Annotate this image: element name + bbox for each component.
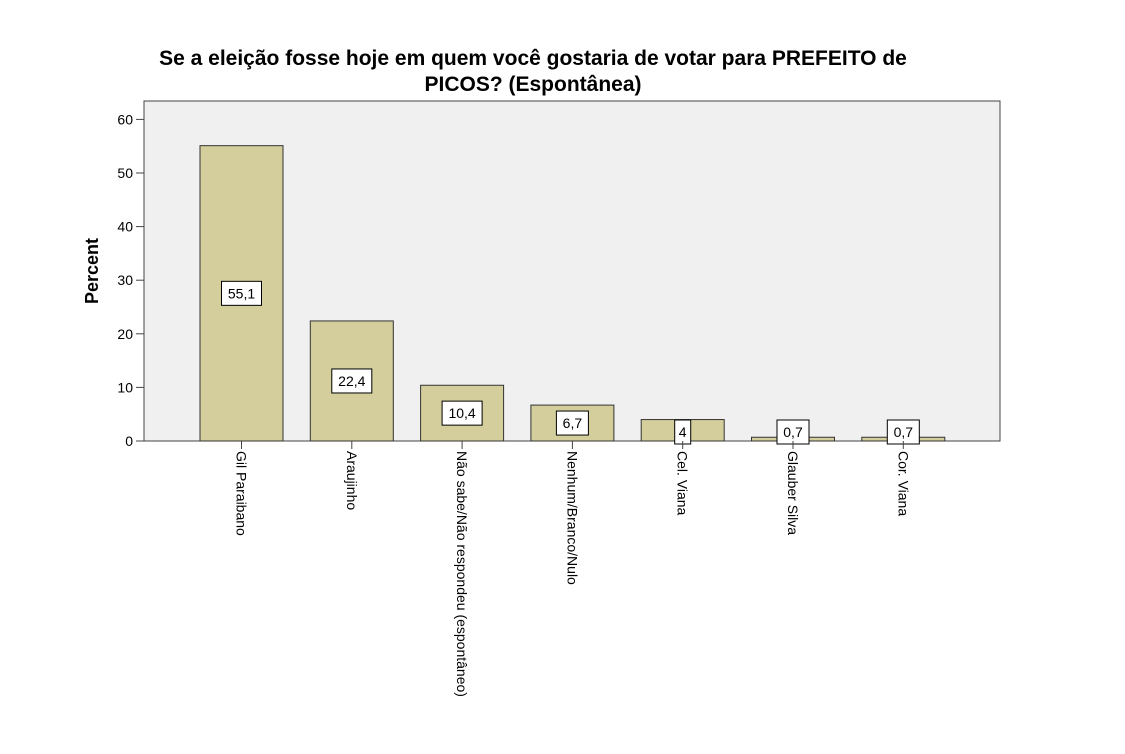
- chart-title-line2: PICOS? (Espontânea): [424, 73, 641, 96]
- y-tick-label: 40: [117, 219, 133, 235]
- x-tick-label: Cor. Viana: [895, 451, 911, 516]
- data-label: 22,4: [338, 373, 365, 389]
- data-label: 6,7: [563, 415, 583, 431]
- data-label: 0,7: [894, 424, 914, 440]
- data-label: 10,4: [448, 405, 475, 421]
- y-tick-label: 50: [117, 165, 133, 181]
- data-label: 4: [679, 424, 687, 440]
- x-tick-label: Gil Paraibano: [234, 451, 250, 536]
- y-tick-label: 30: [117, 272, 133, 288]
- chart-title-line1: Se a eleição fosse hoje em quem você gos…: [159, 47, 907, 70]
- y-tick-label: 10: [117, 379, 133, 395]
- y-tick-label: 20: [117, 326, 133, 342]
- y-tick-label: 0: [125, 433, 133, 449]
- y-axis-label: Percent: [82, 238, 102, 304]
- x-tick-label: Araujinho: [344, 451, 360, 510]
- data-label-box: [555, 410, 589, 436]
- data-label-box: [331, 368, 373, 394]
- data-label-box: [441, 400, 483, 426]
- x-tick-label: Não sabe/Não respondeu (espontâneo): [454, 451, 470, 697]
- x-axis: Gil Paraibano Araujinho Não sabe/Não respo…: [234, 441, 911, 697]
- x-tick-label: Cel. Viana: [675, 451, 691, 516]
- x-tick-label: Nenhum/Branco/Nulo: [564, 451, 580, 585]
- data-label: 0,7: [783, 424, 803, 440]
- plot-area: [143, 100, 1001, 442]
- y-tick-label: 60: [117, 111, 133, 127]
- data-label: 55,1: [228, 285, 255, 301]
- bars-group: 55,1 22,4 10,4 6,7 4 0,7 0,7: [199, 145, 946, 445]
- x-tick-label: Glauber Silva: [785, 451, 801, 535]
- data-label-box: [221, 280, 262, 306]
- y-axis: 0 10 20 30 40 50 60: [117, 111, 144, 449]
